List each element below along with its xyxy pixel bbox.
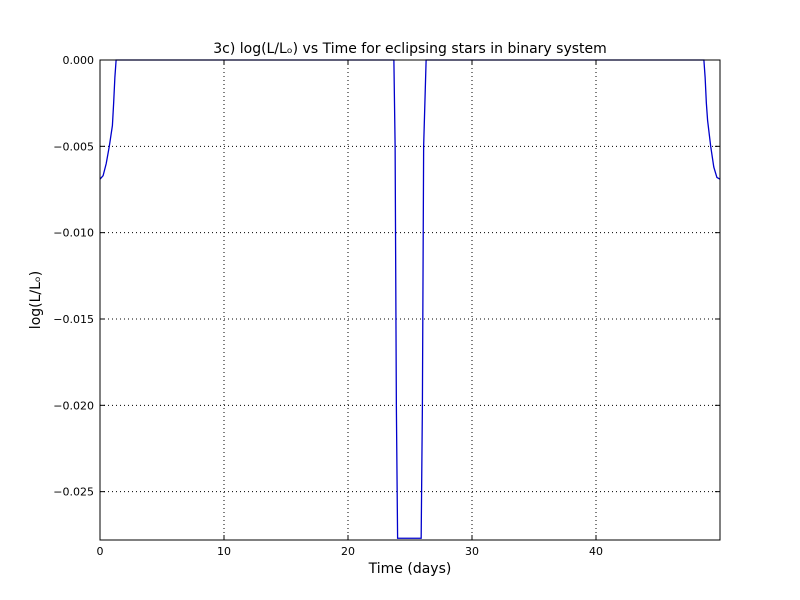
y-tick-label: −0.005: [53, 140, 94, 153]
x-tick-label: 10: [217, 545, 231, 558]
axes-frame: [99, 59, 721, 541]
x-axis-title: Time (days): [368, 561, 452, 577]
x-tick-label: 20: [341, 545, 355, 558]
plot-area: [99, 59, 721, 539]
x-tick-label: 40: [589, 545, 603, 558]
chart-title: 3c) log(L/Lₒ) vs Time for eclipsing star…: [213, 41, 607, 57]
x-tick-label: 0: [97, 545, 104, 558]
series-line: [99, 59, 721, 539]
y-tick-label: 0.000: [63, 54, 95, 67]
y-axis-title: log(L/Lₒ): [28, 271, 44, 329]
y-tick-label: −0.025: [53, 486, 94, 499]
y-tick-label: −0.015: [53, 313, 94, 326]
y-tick-label: −0.020: [53, 399, 94, 412]
y-tick-label: −0.010: [53, 227, 94, 240]
axes: 0 10 20 30 40 0.000 −0.005 −0.010 −0.015 −0.020 −0…: [53, 54, 721, 558]
x-tick-label: 30: [465, 545, 479, 558]
grid: [100, 60, 720, 540]
